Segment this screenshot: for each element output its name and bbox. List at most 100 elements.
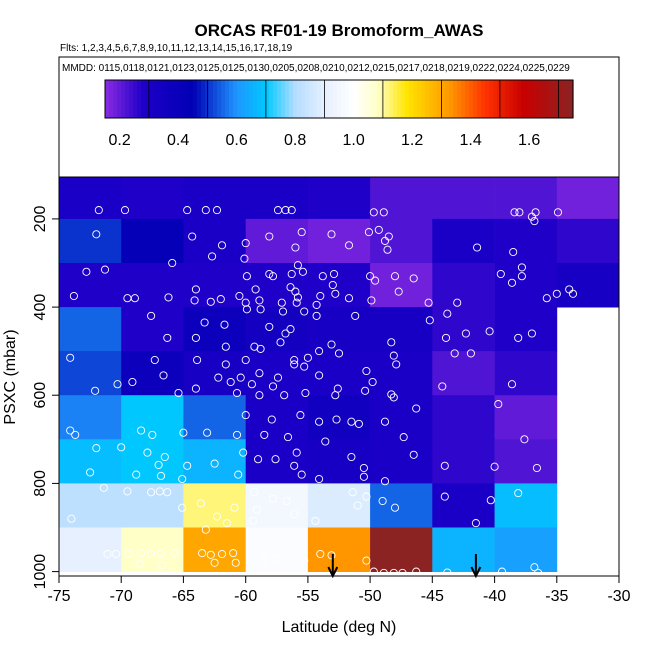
sample-point	[217, 549, 227, 559]
sample-point	[281, 329, 290, 338]
sample-point	[424, 298, 433, 307]
sample-point	[347, 452, 356, 462]
heatmap-cell	[183, 439, 246, 484]
sample-point	[191, 285, 200, 294]
heatmap-cell	[59, 307, 122, 352]
sample-point	[553, 208, 563, 217]
sample-point	[212, 512, 222, 521]
sample-point	[315, 347, 324, 356]
sample-point	[290, 355, 299, 365]
colorbar-segment	[493, 80, 498, 118]
sample-point	[240, 254, 249, 263]
sample-point	[196, 499, 205, 508]
sample-point	[112, 549, 121, 559]
sample-point	[293, 293, 302, 302]
sample-point	[265, 232, 274, 241]
sample-point	[331, 391, 340, 400]
heatmap-cell	[432, 218, 495, 264]
colorbar-segment	[341, 80, 346, 118]
sample-point	[206, 550, 215, 559]
heatmap-cell	[183, 177, 246, 220]
heatmap-cell	[432, 307, 495, 352]
sample-point	[191, 333, 200, 342]
sample-point	[318, 272, 327, 281]
colorbar-segment	[425, 80, 430, 118]
heatmap-cell	[307, 483, 371, 528]
sample-point	[364, 228, 373, 237]
sample-point	[348, 488, 357, 497]
sample-point	[334, 349, 344, 358]
x-tick-label: -60	[234, 588, 257, 605]
sample-point	[226, 377, 235, 387]
sample-point	[239, 448, 248, 457]
sample-point	[99, 483, 108, 492]
heatmap-cell	[245, 218, 309, 264]
colorbar-segment	[385, 80, 390, 118]
colorbar-segment	[517, 80, 522, 118]
colorbar-segment	[569, 80, 574, 118]
sample-point	[123, 487, 132, 496]
colorbar-segment	[129, 80, 134, 118]
colorbar-segment	[273, 80, 278, 118]
colorbar-segment	[477, 80, 482, 118]
colorbar-segment	[497, 80, 502, 118]
sample-point	[379, 568, 388, 577]
x-tick-label: -35	[545, 588, 568, 605]
sample-point	[485, 327, 494, 336]
x-axis-label: Latitude (deg N)	[282, 619, 397, 636]
heatmap-cell	[59, 263, 122, 308]
sample-point	[507, 380, 517, 389]
sample-point	[392, 360, 401, 369]
heatmap-cell	[59, 395, 122, 440]
colorbar-segment	[153, 80, 158, 118]
sample-point	[383, 245, 392, 254]
heatmap-cell	[370, 351, 433, 396]
sample-point	[260, 554, 269, 563]
colorbar-segment	[509, 80, 514, 118]
sample-point	[170, 549, 179, 558]
heatmap-cell	[370, 395, 433, 440]
sample-point	[236, 373, 245, 382]
sample-point	[206, 297, 215, 306]
colorbar-segment	[389, 80, 394, 118]
y-tick-label: 200	[32, 205, 49, 232]
colorbar-segment	[309, 80, 314, 118]
sample-point	[277, 298, 286, 307]
heatmap-cell	[432, 439, 495, 484]
colorbar-segment	[357, 80, 362, 118]
colorbar-segment	[213, 80, 218, 118]
sample-point	[163, 488, 172, 497]
sample-point	[331, 289, 340, 298]
colorbar-segment	[549, 80, 554, 118]
sample-point	[252, 505, 261, 514]
sample-point	[103, 549, 112, 559]
sample-point	[221, 342, 230, 351]
sample-point	[234, 470, 243, 479]
heatmap-cell	[121, 351, 184, 396]
sample-point	[179, 428, 188, 437]
heatmap-cell	[494, 351, 558, 396]
colorbar-segment	[533, 80, 538, 118]
sample-point	[390, 503, 400, 512]
chart-title: ORCAS RF01-19 Bromoform_AWAS	[194, 21, 483, 40]
sample-point	[552, 289, 561, 298]
sample-point	[532, 463, 541, 473]
colorbar-segment	[377, 80, 382, 118]
sample-point	[135, 560, 144, 569]
colorbar-segment	[437, 80, 442, 118]
y-axis-label: PSXC (mbar)	[2, 329, 19, 424]
colorbar-segment	[241, 80, 246, 118]
x-tick-label: -40	[483, 588, 506, 605]
sample-point	[130, 294, 139, 303]
heatmap-cell	[307, 351, 371, 396]
sample-point	[297, 470, 306, 479]
colorbar-segment	[329, 80, 334, 118]
sample-point	[229, 549, 238, 558]
sample-point	[514, 333, 523, 342]
heatmap-cell	[370, 177, 433, 220]
sample-point	[412, 404, 421, 413]
colorbar-segment	[189, 80, 194, 118]
sample-point	[303, 353, 312, 362]
dates-label: MMDD: 0115,0118,0121,0123,0125,0125,0130…	[62, 63, 570, 74]
colorbar-segment	[409, 80, 414, 118]
